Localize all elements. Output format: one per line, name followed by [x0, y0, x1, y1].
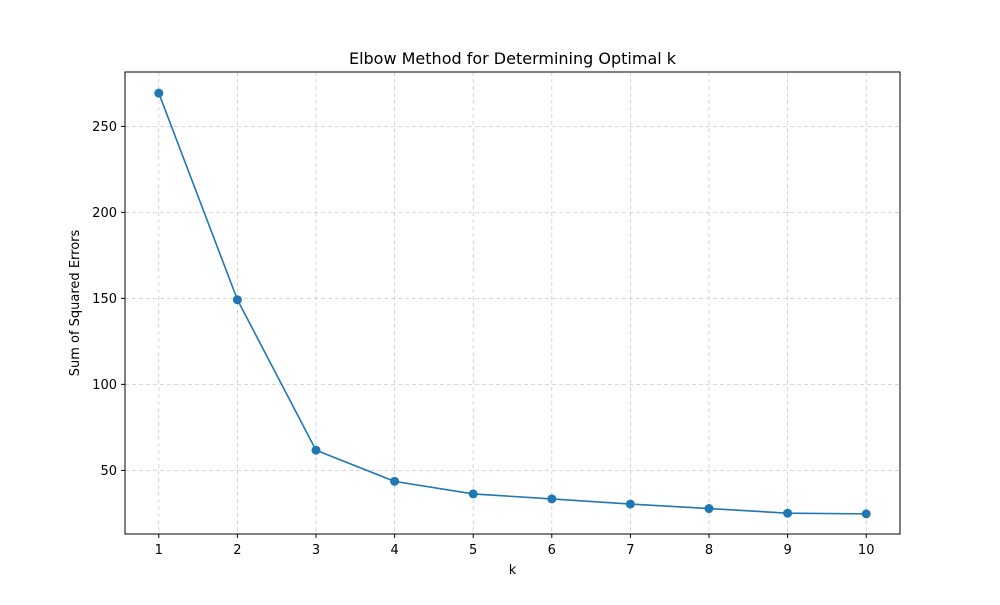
- x-tick-label: 6: [548, 543, 556, 558]
- y-tick-label: 100: [92, 378, 117, 393]
- data-point: [625, 499, 635, 509]
- series: [154, 88, 871, 519]
- y-tick-label: 150: [92, 292, 117, 307]
- chart-title: Elbow Method for Determining Optimal k: [349, 49, 677, 68]
- data-point: [704, 504, 714, 514]
- data-point: [547, 494, 557, 504]
- plot-frame: [124, 71, 901, 535]
- data-point: [783, 508, 793, 518]
- data-point: [861, 509, 871, 519]
- x-tick-label: 8: [705, 543, 713, 558]
- axes: 1 2 3 4 5 6 7 8 9 10 50 100 150 200 250: [92, 71, 901, 558]
- x-tick-label: 5: [469, 543, 477, 558]
- data-point: [311, 445, 321, 455]
- x-tick-label: 4: [390, 543, 398, 558]
- grid-lines: [125, 72, 900, 534]
- x-axis-title: k: [509, 563, 517, 578]
- y-tick-label: 50: [100, 464, 117, 479]
- data-point: [232, 295, 242, 305]
- x-tick-label: 2: [233, 543, 241, 558]
- data-point: [154, 88, 164, 98]
- x-tick-label: 10: [858, 543, 875, 558]
- y-axis-title: Sum of Squared Errors: [68, 229, 83, 376]
- x-tick-label: 7: [626, 543, 634, 558]
- data-point: [390, 476, 400, 486]
- y-tick-label: 250: [92, 120, 117, 135]
- x-tick-label: 3: [312, 543, 320, 558]
- x-tick-label: 1: [155, 543, 163, 558]
- y-tick-label: 200: [92, 206, 117, 221]
- x-tick-label: 9: [783, 543, 791, 558]
- data-point: [468, 489, 478, 499]
- series-line: [158, 92, 867, 515]
